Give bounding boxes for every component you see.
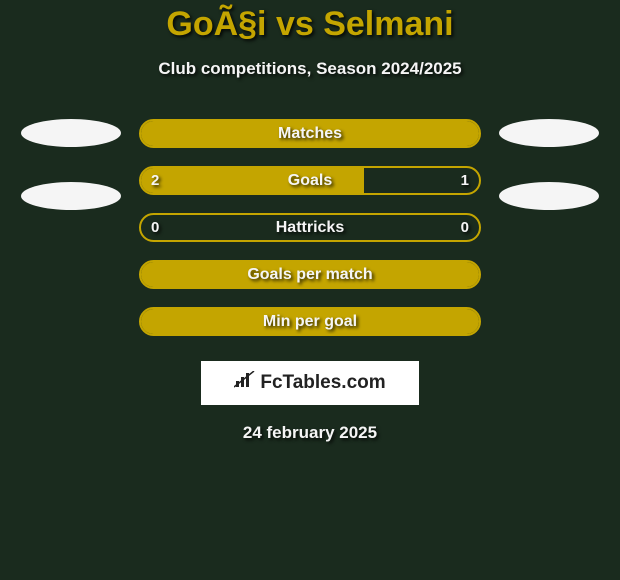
- stat-bar-matches: Matches: [139, 119, 481, 148]
- right-player-avatars: [499, 119, 599, 210]
- bar-fill-left: [141, 168, 364, 193]
- chart-icon: [234, 371, 256, 395]
- comparison-date: 24 february 2025: [0, 423, 620, 443]
- stat-value-left: 0: [151, 219, 159, 236]
- stat-value-right: 1: [461, 172, 469, 189]
- stat-value-right: 0: [461, 219, 469, 236]
- comparison-widget: GoÃ§i vs Selmani Club competitions, Seas…: [0, 0, 620, 443]
- page-title: GoÃ§i vs Selmani: [0, 5, 620, 44]
- player-avatar-placeholder: [499, 119, 599, 147]
- player-avatar-placeholder: [21, 119, 121, 147]
- player-avatar-placeholder: [21, 182, 121, 210]
- stat-bar-goals: 2 Goals 1: [139, 166, 481, 195]
- bar-fill-left: [141, 121, 479, 146]
- stat-bars: Matches 2 Goals 1 0 Hattricks 0 Goals pe…: [139, 119, 481, 336]
- season-subtitle: Club competitions, Season 2024/2025: [0, 59, 620, 79]
- stats-area: Matches 2 Goals 1 0 Hattricks 0 Goals pe…: [0, 119, 620, 336]
- logo-text: FcTables.com: [234, 371, 385, 395]
- bar-fill-left: [141, 309, 479, 334]
- stat-bar-goals-per-match: Goals per match: [139, 260, 481, 289]
- fctables-logo[interactable]: FcTables.com: [201, 361, 419, 405]
- left-player-avatars: [21, 119, 121, 210]
- player-avatar-placeholder: [499, 182, 599, 210]
- logo-label: FcTables.com: [260, 372, 385, 394]
- stat-label: Hattricks: [141, 219, 479, 237]
- bar-fill-left: [141, 262, 479, 287]
- stat-bar-min-per-goal: Min per goal: [139, 307, 481, 336]
- stat-bar-hattricks: 0 Hattricks 0: [139, 213, 481, 242]
